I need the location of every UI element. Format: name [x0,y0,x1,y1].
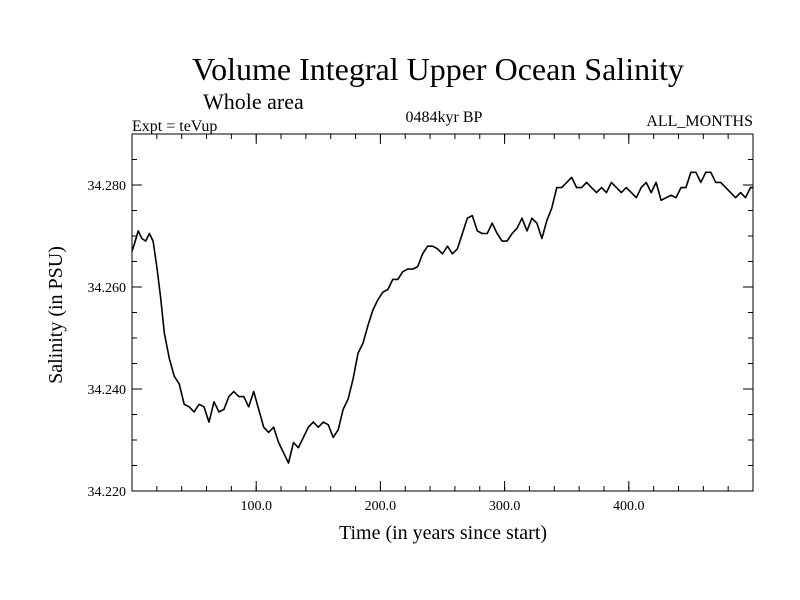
y-tick-label: 34.280 [88,179,127,194]
x-tick-label: 100.0 [240,499,272,514]
header-right-label: ALL_MONTHS [646,113,753,130]
plot-frame [131,133,754,492]
x-tick-label: 300.0 [489,499,521,514]
header-center-label: 0484kyr BP [406,109,483,126]
y-axis-label: Salinity (in PSU) [45,246,67,384]
x-tick-label: 200.0 [365,499,397,514]
y-tick-label: 34.220 [88,485,127,500]
chart-title: Volume Integral Upper Ocean Salinity [192,51,684,87]
header-left-label: Expt = teVup [132,118,217,135]
x-axis-label: Time (in years since start) [339,522,547,544]
chart-subtitle: Whole area [203,89,304,114]
y-tick-label: 34.240 [88,383,127,398]
y-tick-label: 34.260 [88,281,127,296]
x-tick-label: 400.0 [613,499,645,514]
series-line [131,171,753,464]
plot-area: 100.0 200.0 300.0 400.0 34.220 34.240 34.260 34… [88,133,754,514]
